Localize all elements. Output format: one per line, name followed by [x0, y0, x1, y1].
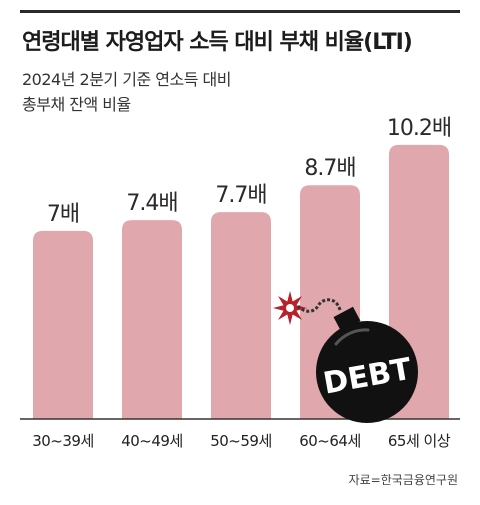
bomb-highlight [334, 328, 370, 346]
value-label-5: 10.2배 [387, 116, 451, 141]
x-tick-label-2: 40~49세 [121, 432, 183, 450]
value-label-1: 7배 [47, 202, 79, 227]
value-label-2: 7.4배 [126, 191, 177, 216]
subtitle-line-1: 2024년 2분기 기준 연소득 대비 [22, 70, 231, 89]
x-tick-label-5: 65세 이상 [388, 432, 451, 450]
bar-2 [122, 220, 182, 419]
x-tick-label-3: 50~59세 [210, 432, 272, 450]
bar-3 [211, 212, 271, 419]
chart-title: 연령대별 자영업자 소득 대비 부채 비율(LTI) [22, 30, 413, 55]
value-label-3: 7.7배 [215, 183, 266, 208]
x-tick-label-4: 60~64세 [299, 432, 361, 450]
source-note: 자료=한국금융연구원 [348, 473, 458, 487]
bomb-fuse [296, 298, 342, 313]
value-label-4: 8.7배 [304, 156, 355, 181]
bar-1 [33, 230, 93, 419]
value-labels: 7배 7.4배 7.7배 8.7배 10.2배 [47, 116, 452, 227]
spark-core [286, 304, 294, 312]
bomb-body [316, 321, 418, 423]
top-rule [20, 10, 460, 13]
subtitle-line-2: 총부채 잔액 비율 [22, 95, 131, 114]
spark-icon [273, 291, 307, 325]
bomb-icon: DEBT [273, 291, 418, 423]
bomb-cap [333, 306, 361, 332]
x-tick-labels: 30~39세 40~49세 50~59세 60~64세 65세 이상 [32, 432, 451, 450]
x-tick-label-1: 30~39세 [32, 432, 94, 450]
